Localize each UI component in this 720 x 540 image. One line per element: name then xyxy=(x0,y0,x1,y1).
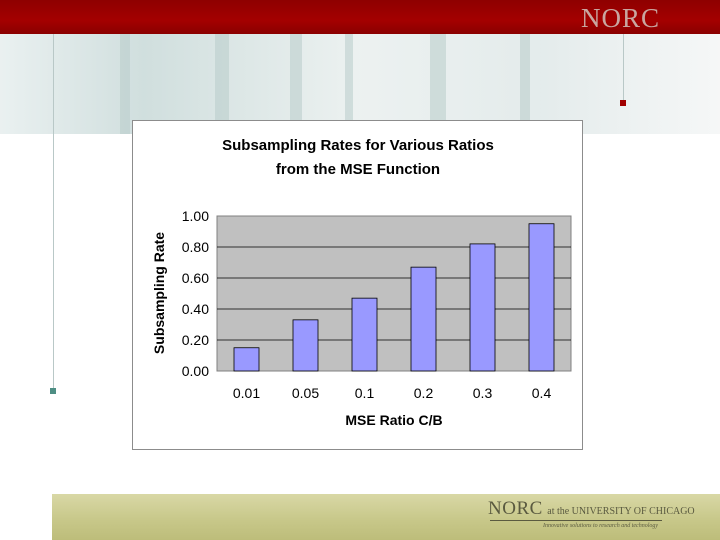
gridlines xyxy=(217,246,571,341)
decor-stripe xyxy=(520,34,530,134)
y-tick-label: 0.00 xyxy=(182,363,209,379)
decor-square xyxy=(620,100,626,106)
footer-logo-main: NORC xyxy=(488,498,543,519)
chart-frame: Subsampling Rates for Various Ratios fro… xyxy=(132,120,583,450)
decor-stripe xyxy=(345,34,353,134)
x-tick-labels: 0.01 0.05 0.1 0.2 0.3 0.4 xyxy=(233,385,552,401)
decor-line xyxy=(623,34,624,100)
chart-title-line1: Subsampling Rates for Various Ratios xyxy=(222,137,494,154)
y-tick-label: 0.80 xyxy=(182,239,209,255)
x-axis-label: MSE Ratio C/B xyxy=(345,412,442,428)
header-bar xyxy=(0,0,720,34)
footer-rule xyxy=(490,520,662,521)
decor-stripe xyxy=(120,34,130,134)
decor-stripe xyxy=(215,34,229,134)
x-tick-label: 0.01 xyxy=(233,385,260,401)
bar xyxy=(351,297,378,372)
footer-logo-sub: at the UNIVERSITY OF CHICAGO xyxy=(547,506,695,517)
bar xyxy=(410,266,437,372)
decor-line xyxy=(53,34,54,390)
header-decor-band xyxy=(0,34,720,134)
y-tick-labels: 0.00 0.20 0.40 0.60 0.80 1.00 xyxy=(182,208,209,379)
y-axis-label: Subsampling Rate xyxy=(151,232,167,354)
decor-square xyxy=(50,388,56,394)
y-tick-label: 1.00 xyxy=(182,208,209,224)
bar xyxy=(292,319,319,372)
y-tick-label: 0.60 xyxy=(182,270,209,286)
footer-logo: NORC at the UNIVERSITY OF CHICAGO xyxy=(488,498,695,520)
chart-title-line2: from the MSE Function xyxy=(276,161,440,178)
x-tick-label: 0.2 xyxy=(414,385,434,401)
x-tick-label: 0.05 xyxy=(292,385,319,401)
x-tick-label: 0.3 xyxy=(473,385,493,401)
decor-stripe xyxy=(430,34,446,134)
bar xyxy=(233,347,260,372)
x-tick-label: 0.4 xyxy=(532,385,552,401)
footer-tagline: Innovative solutions to research and tec… xyxy=(543,523,659,529)
bar xyxy=(528,223,555,372)
plot-area xyxy=(216,215,572,372)
y-tick-label: 0.40 xyxy=(182,301,209,317)
header-logo: NORC xyxy=(580,3,660,33)
decor-stripe xyxy=(290,34,302,134)
x-tick-label: 0.1 xyxy=(355,385,375,401)
bars xyxy=(233,223,555,372)
footer-band xyxy=(52,494,720,540)
bar xyxy=(469,243,496,372)
chart: Subsampling Rates for Various Ratios fro… xyxy=(151,137,572,428)
y-tick-label: 0.20 xyxy=(182,332,209,348)
